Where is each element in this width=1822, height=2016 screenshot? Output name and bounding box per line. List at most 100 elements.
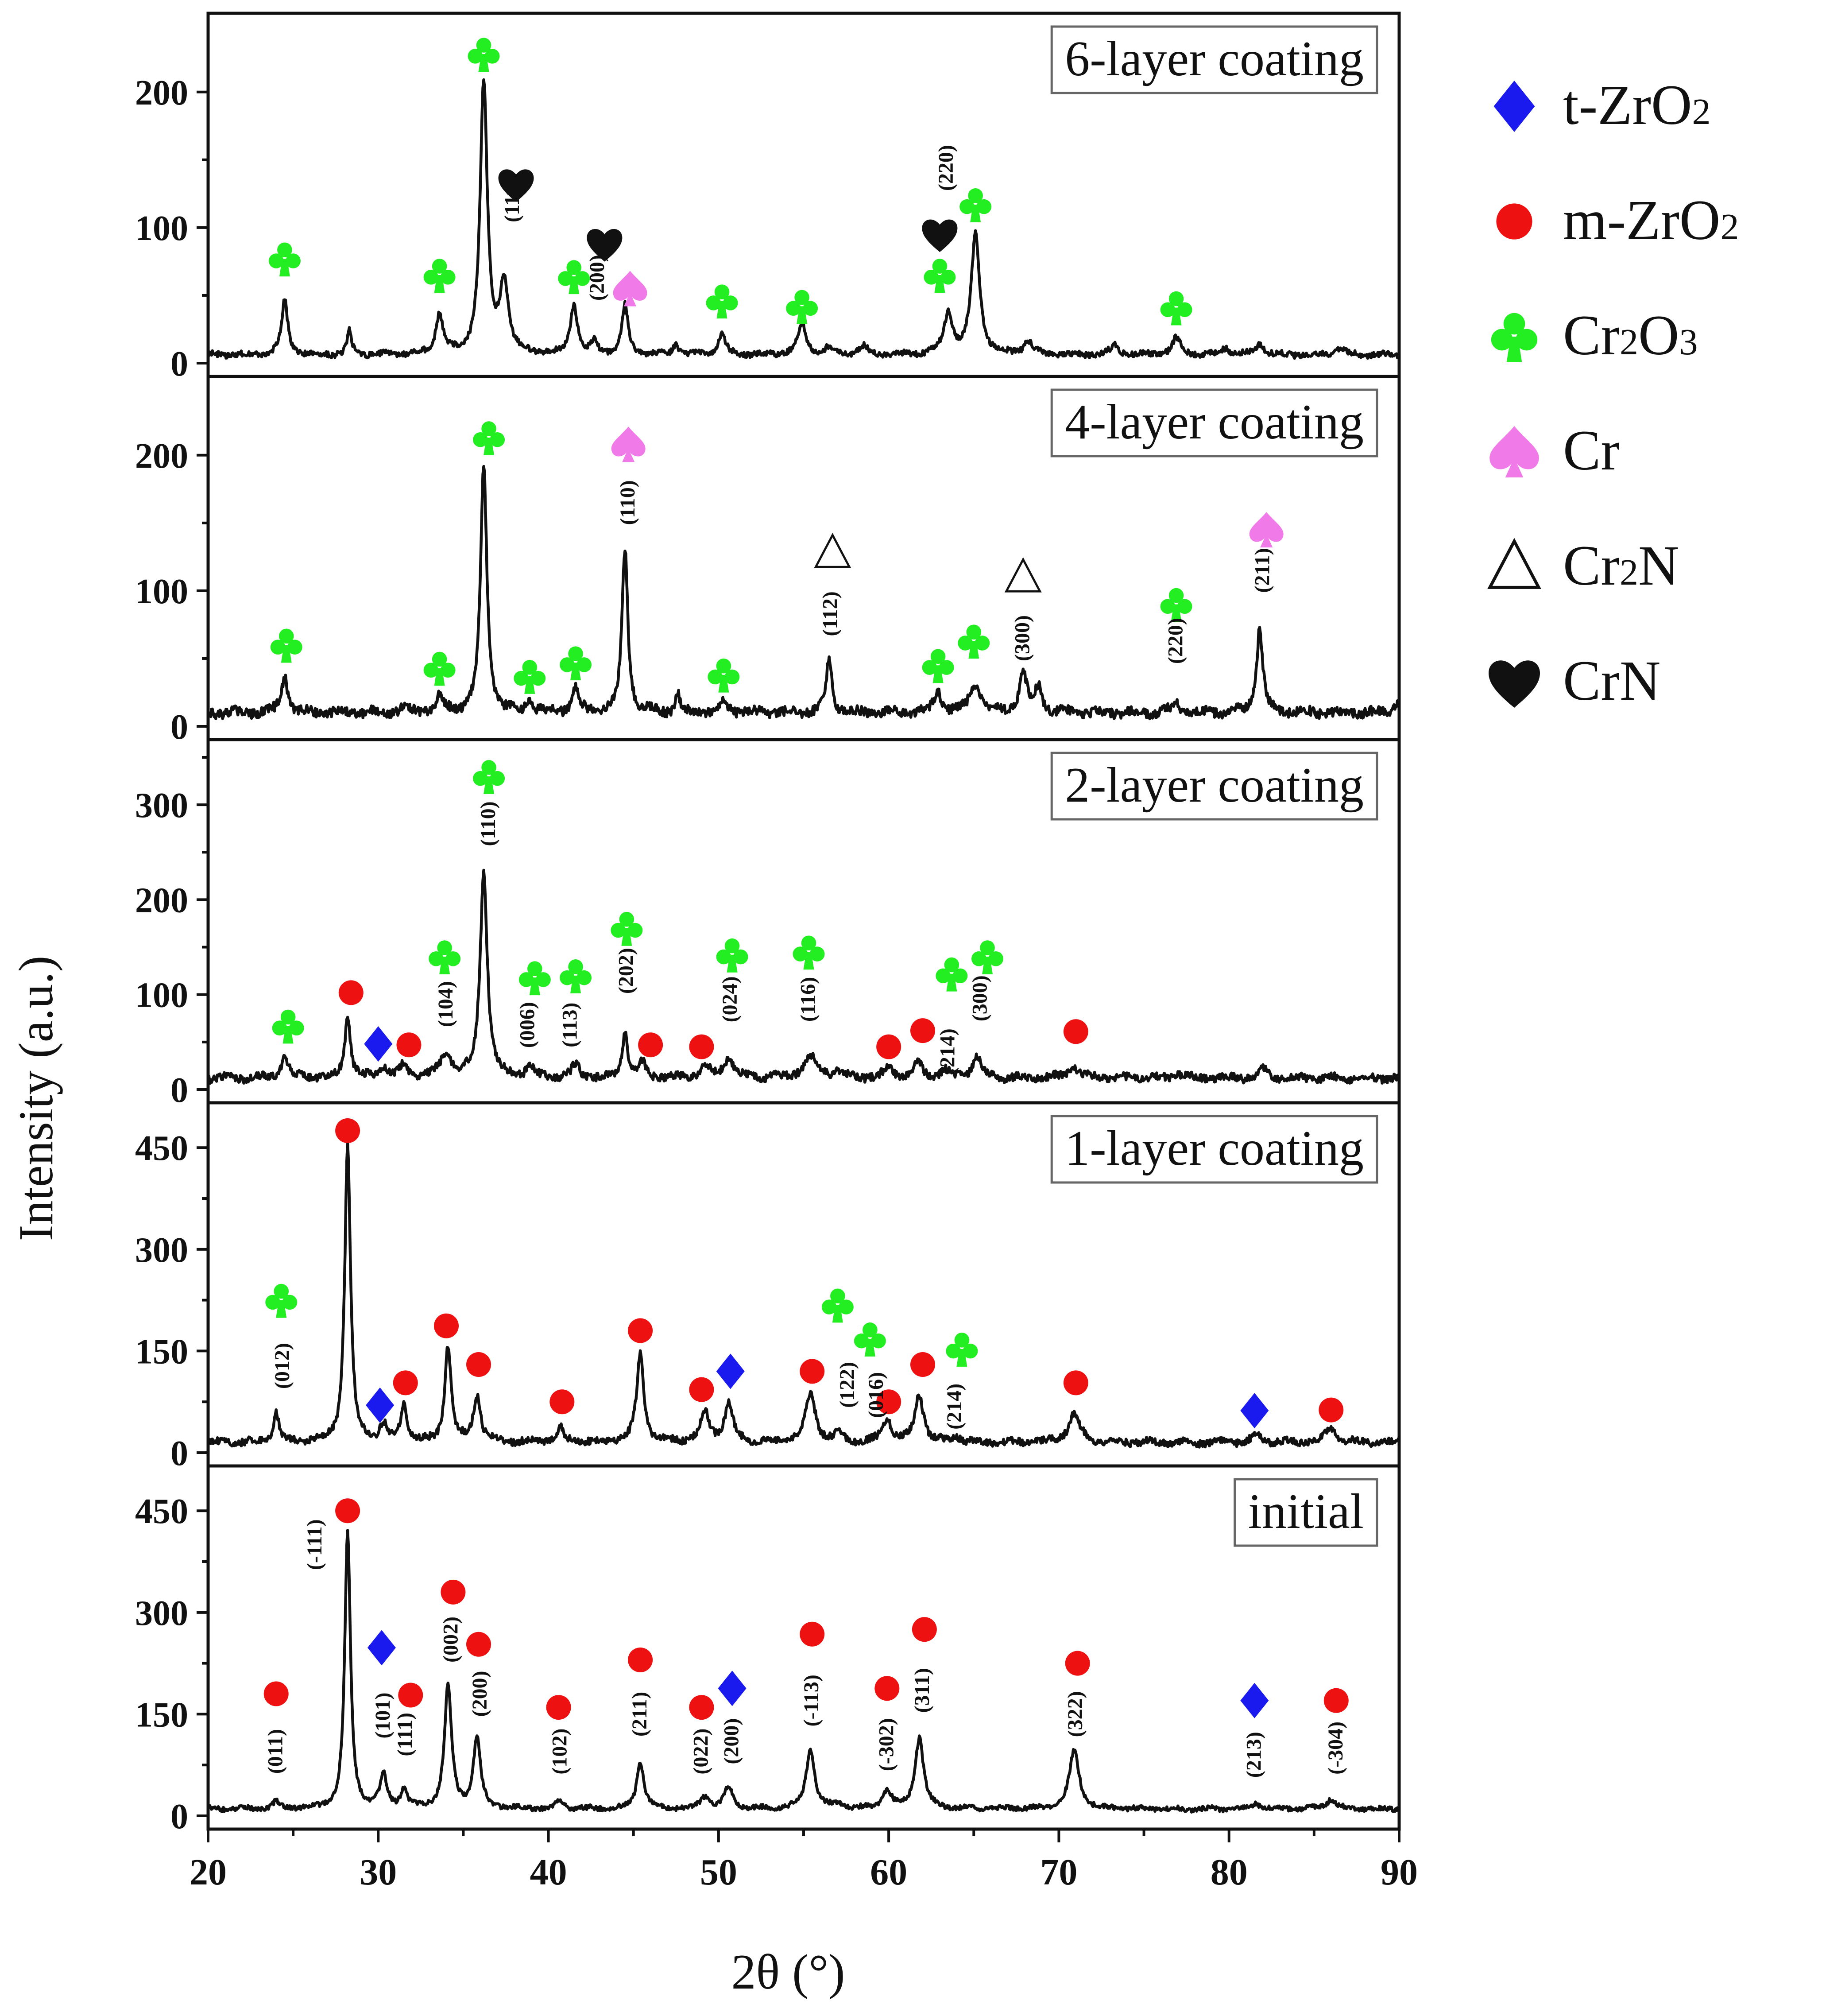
y-tick-label: 0 — [170, 1071, 188, 1110]
legend-label: CrN — [1563, 649, 1660, 712]
hkl-label: (220) — [934, 145, 958, 191]
peak-marker-cro — [716, 938, 748, 973]
peak-marker-t — [366, 1387, 395, 1423]
legend-item-cro: Cr2O3 — [1491, 304, 1698, 367]
hkl-label: (202) — [614, 948, 638, 994]
y-tick-label: 200 — [135, 881, 188, 920]
peak-marker-m — [263, 1681, 289, 1706]
panel-title-box — [1050, 1115, 1378, 1184]
hkl-label: (214) — [936, 1028, 959, 1074]
y-tick-label: 100 — [135, 976, 188, 1015]
hkl-label: (211) — [628, 1692, 651, 1737]
peak-marker-cr2n — [814, 533, 851, 568]
peak-marker-t — [364, 1026, 393, 1062]
legend-symbol-t — [1493, 81, 1535, 132]
xrd-pattern-line — [207, 1141, 1400, 1449]
y-tick-label: 100 — [135, 572, 188, 611]
y-tick-label: 100 — [135, 209, 188, 248]
hkl-label: (116) — [797, 977, 820, 1022]
hkl-label: (002) — [439, 1617, 463, 1663]
peak-marker-cro — [468, 38, 500, 72]
x-tick-label: 20 — [190, 1852, 227, 1893]
legend-item-cr2n: Cr2N — [1487, 534, 1679, 597]
hkl-label: (-302) — [874, 1718, 898, 1771]
hkl-label: (006) — [515, 1002, 539, 1048]
peak-marker-m — [689, 1695, 714, 1720]
panel-title-box — [1050, 25, 1378, 94]
panel-title-box — [1050, 752, 1378, 821]
peak-marker-m — [1063, 1019, 1088, 1044]
peak-marker-t — [1240, 1683, 1269, 1718]
hkl-label: (-111) — [303, 1519, 326, 1570]
peak-marker-m — [441, 1579, 466, 1605]
y-tick-label: 200 — [135, 74, 188, 112]
x-tick-label: 80 — [1211, 1852, 1248, 1893]
peak-marker-m — [874, 1676, 900, 1701]
y-tick-label: 300 — [135, 1231, 188, 1270]
legend-symbol-crn — [1489, 660, 1540, 708]
hkl-label: (111) — [393, 1713, 417, 1756]
y-tick-label: 150 — [135, 1332, 188, 1371]
peak-marker-m — [1319, 1397, 1344, 1423]
peak-marker-cro — [270, 628, 302, 663]
panel-title-box — [1234, 1478, 1378, 1547]
hkl-label: (012) — [271, 1343, 294, 1389]
hkl-label: (322) — [1064, 1691, 1087, 1737]
legend-item-m: m-ZrO2 — [1496, 189, 1739, 252]
peak-marker-m — [434, 1313, 459, 1338]
peak-marker-cr — [1249, 512, 1284, 548]
peak-marker-m — [546, 1695, 571, 1720]
peak-marker-cro — [429, 940, 461, 974]
peak-marker-m — [628, 1318, 653, 1343]
legend-symbol-m — [1496, 203, 1532, 240]
x-tick-label: 30 — [360, 1852, 397, 1893]
peak-marker-m — [1323, 1688, 1349, 1713]
y-tick-label: 450 — [135, 1129, 188, 1168]
peak-marker-cro — [924, 259, 956, 293]
panels: 0 100 200 (111) (200) (220) 6-layer coating 0 10… — [135, 12, 1401, 1836]
peak-marker-cro — [423, 651, 456, 686]
legend-item-crn: CrN — [1489, 649, 1660, 712]
hkl-label: (113) — [558, 1003, 582, 1047]
peak-marker-crn — [587, 229, 623, 262]
hkl-label: (022) — [689, 1729, 712, 1775]
peak-marker-cro — [936, 957, 968, 992]
hkl-label: (311) — [910, 1668, 934, 1713]
hkl-label: (213) — [1242, 1732, 1265, 1778]
peak-marker-cro — [265, 1283, 298, 1318]
xrd-pattern-line — [206, 78, 1401, 360]
legend-item-t: t-ZrO2 — [1493, 74, 1710, 136]
panel-title: 2-layer coating — [1065, 758, 1364, 813]
x-tick-label: 40 — [530, 1852, 567, 1893]
hkl-label: (110) — [616, 480, 639, 525]
y-tick-label: 450 — [135, 1492, 188, 1531]
panel-title: initial — [1248, 1484, 1364, 1539]
hkl-label: (-304) — [1324, 1721, 1347, 1775]
peak-marker-cro — [560, 959, 592, 993]
panel-5: 0150300450(-111)(011)(101)(111)(002)(200… — [135, 1464, 1401, 1836]
peak-marker-cro — [518, 961, 551, 996]
peak-marker-m — [466, 1632, 491, 1657]
peak-marker-m — [398, 1683, 423, 1708]
peak-marker-m — [466, 1352, 491, 1377]
hkl-label: (214) — [943, 1384, 966, 1430]
y-tick-label: 0 — [170, 708, 188, 747]
legend-symbol-cr2n — [1487, 538, 1541, 589]
panel-title: 6-layer coating — [1065, 31, 1364, 86]
legend: t-ZrO2 m-ZrO2 Cr2O3 Cr Cr2N CrN — [1487, 74, 1739, 712]
peak-marker-cro — [1160, 588, 1192, 622]
x-tick-label: 60 — [870, 1852, 907, 1893]
panel-title: 1-layer coating — [1065, 1121, 1364, 1176]
peak-marker-cro — [473, 760, 505, 794]
peak-marker-m — [396, 1032, 422, 1058]
peak-marker-cro — [423, 259, 456, 293]
peak-marker-cro — [1160, 291, 1192, 326]
peak-marker-t — [367, 1630, 396, 1666]
peak-marker-m — [800, 1359, 825, 1384]
hkl-label: (110) — [476, 801, 500, 846]
peak-marker-m — [335, 1498, 360, 1524]
legend-label: m-ZrO2 — [1563, 189, 1739, 252]
peak-marker-m — [800, 1621, 825, 1647]
y-tick-label: 0 — [170, 1797, 188, 1836]
peak-marker-m — [335, 1118, 360, 1143]
